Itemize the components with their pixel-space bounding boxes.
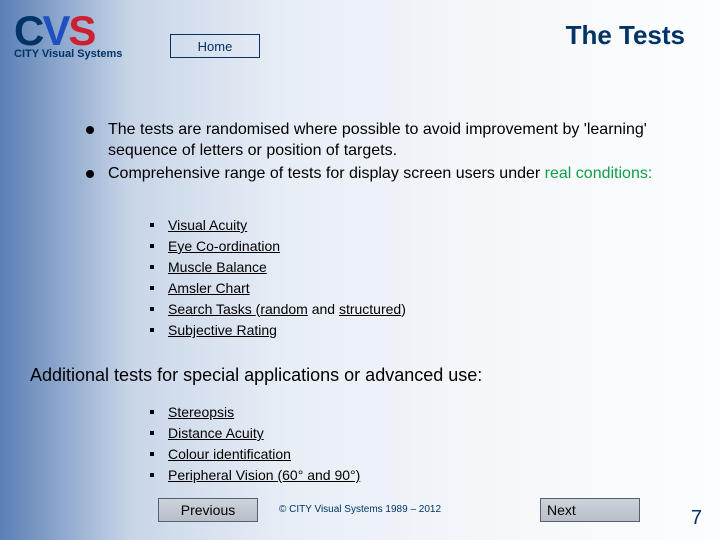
logo-letters: CVS [14,12,122,50]
bullet-2: Comprehensive range of tests for display… [86,164,700,185]
test-search-structured[interactable]: structured [339,301,401,317]
logo-v: V [42,7,68,54]
test-muscle-balance[interactable]: Muscle Balance [168,259,267,275]
logo-s: S [68,7,94,54]
additional-heading: Additional tests for special application… [30,365,482,386]
test-search-random[interactable]: random [260,301,307,317]
test-colour-id[interactable]: Colour identification [168,446,291,462]
list-item: Peripheral Vision (60° and 90°) [150,465,360,486]
list-item: Muscle Balance [150,257,406,278]
list-item: Amsler Chart [150,278,406,299]
list-item: Distance Acuity [150,423,360,444]
tests-list-primary: Visual Acuity Eye Co-ordination Muscle B… [150,215,406,341]
test-peripheral-vision[interactable]: Peripheral Vision (60° and 90°) [168,467,360,483]
paren-close: ) [401,301,406,317]
list-item: Visual Acuity [150,215,406,236]
and-text: and [308,301,339,317]
bullet-1-text: The tests are randomised where possible … [108,121,647,159]
main-bullet-list: The tests are randomised where possible … [86,120,700,186]
tests-list-additional: Stereopsis Distance Acuity Colour identi… [150,402,360,486]
test-subjective-rating[interactable]: Subjective Rating [168,322,277,338]
bullet-2-colon: : [648,165,652,182]
list-item: Eye Co-ordination [150,236,406,257]
test-distance-acuity[interactable]: Distance Acuity [168,425,264,441]
logo-subtitle: CITY Visual Systems [14,48,122,60]
bullet-2-prefix: Comprehensive range of tests for display… [108,165,545,182]
bullet-1: The tests are randomised where possible … [86,120,700,162]
logo-c: C [14,7,42,54]
list-item: Colour identification [150,444,360,465]
test-visual-acuity[interactable]: Visual Acuity [168,217,247,233]
logo: CVS CITY Visual Systems [14,12,122,60]
test-eye-coordination[interactable]: Eye Co-ordination [168,238,280,254]
home-label: Home [198,39,233,54]
next-label: Next [547,502,576,518]
test-amsler-chart[interactable]: Amsler Chart [168,280,250,296]
page-title: The Tests [566,20,685,51]
test-search-tasks[interactable]: Search Tasks [168,301,256,317]
next-button[interactable]: Next [540,498,640,522]
list-item: Search Tasks (random and structured) [150,299,406,320]
list-item: Subjective Rating [150,320,406,341]
test-stereopsis[interactable]: Stereopsis [168,404,234,420]
list-item: Stereopsis [150,402,360,423]
bullet-2-real: real conditions [545,165,648,182]
footer: Previous © CITY Visual Systems 1989 – 20… [0,498,720,528]
home-button[interactable]: Home [170,34,260,58]
page-number: 7 [691,507,702,530]
